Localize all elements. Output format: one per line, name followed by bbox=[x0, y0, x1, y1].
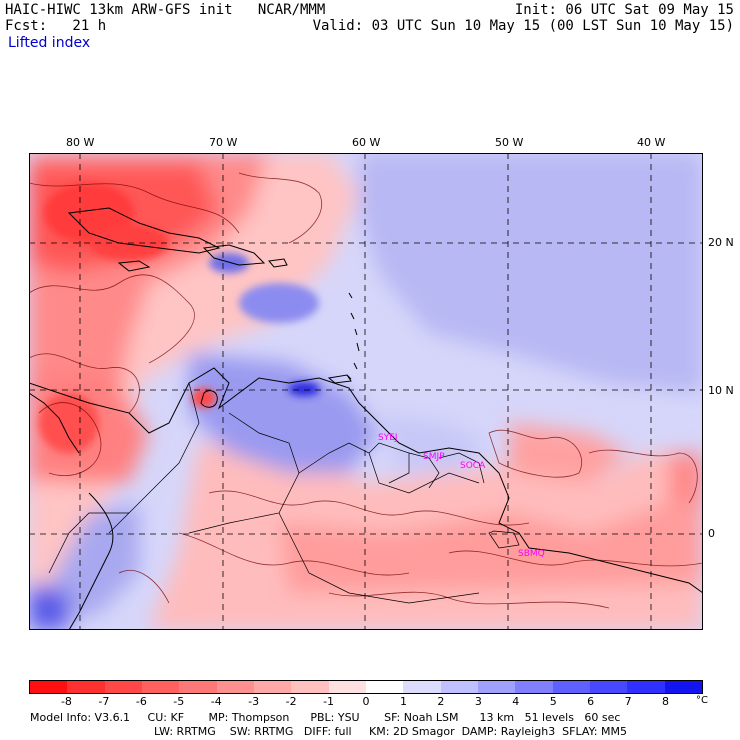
colorbar-label: 3 bbox=[474, 695, 482, 708]
colorbar-label: -2 bbox=[285, 695, 297, 708]
colorbar-segment bbox=[664, 681, 702, 693]
contour-lines bbox=[29, 172, 703, 609]
lon-label-50w: 50 W bbox=[495, 136, 524, 149]
colorbar-segment bbox=[403, 681, 441, 693]
colorbar-segment bbox=[216, 681, 254, 693]
lon-label-40w: 40 W bbox=[637, 136, 666, 149]
colorbar-segment bbox=[104, 681, 142, 693]
lat-label-10n: 10 N bbox=[708, 384, 734, 397]
lon-label-60w: 60 W bbox=[352, 136, 381, 149]
colorbar-label: 2 bbox=[437, 695, 445, 708]
colorbar-label: 5 bbox=[549, 695, 557, 708]
coastlines bbox=[29, 207, 703, 630]
colorbar-segment bbox=[477, 681, 516, 693]
station-smjp: SMJP bbox=[423, 452, 445, 462]
colorbar-segment bbox=[365, 681, 404, 693]
shading-layer bbox=[29, 153, 703, 630]
colorbar-segment bbox=[253, 681, 292, 693]
field-name: Lifted index bbox=[8, 35, 91, 51]
grid-lines bbox=[29, 153, 703, 630]
colorbar-segment bbox=[627, 681, 665, 693]
colorbar-label: 6 bbox=[587, 695, 595, 708]
colorbar-label: -6 bbox=[135, 695, 147, 708]
plot-title: HAIC-HIWC 13km ARW-GFS init NCAR/MMM bbox=[5, 2, 326, 18]
colorbar-segment bbox=[440, 681, 478, 693]
colorbar-unit: °C bbox=[696, 695, 708, 706]
colorbar-label: -4 bbox=[210, 695, 222, 708]
station-syej: SYEJ bbox=[378, 433, 398, 443]
valid-time: Valid: 03 UTC Sun 10 May 15 (00 LST Sun … bbox=[312, 18, 734, 34]
colorbar-label: -8 bbox=[60, 695, 72, 708]
station-sbmq: SBMQ bbox=[518, 549, 545, 559]
lat-label-20n: 20 N bbox=[708, 236, 734, 249]
colorbar-label: 1 bbox=[399, 695, 407, 708]
lat-label-0: 0 bbox=[708, 527, 715, 540]
colorbar-segment bbox=[141, 681, 180, 693]
colorbar-segment bbox=[589, 681, 628, 693]
lon-label-70w: 70 W bbox=[209, 136, 238, 149]
borders bbox=[48, 382, 520, 604]
init-time: Init: 06 UTC Sat 09 May 15 bbox=[514, 2, 734, 18]
lon-label-80w: 80 W bbox=[66, 136, 95, 149]
colorbar-label: -5 bbox=[173, 695, 185, 708]
colorbar-segment bbox=[291, 681, 329, 693]
colorbar-segment bbox=[515, 681, 553, 693]
colorbar-segment bbox=[179, 681, 217, 693]
colorbar-segment bbox=[552, 681, 590, 693]
colorbar-label: 4 bbox=[512, 695, 520, 708]
model-info-line1: Model Info: V3.6.1 CU: KF MP: Thompson P… bbox=[30, 711, 621, 724]
colorbar-label: 0 bbox=[362, 695, 370, 708]
colorbar-segment bbox=[67, 681, 105, 693]
colorbar-segment bbox=[30, 681, 68, 693]
colorbar-segment bbox=[328, 681, 366, 693]
colorbar-label: -7 bbox=[98, 695, 110, 708]
colorbar-label: 7 bbox=[624, 695, 632, 708]
colorbar-label: 8 bbox=[662, 695, 670, 708]
colorbar-label: -3 bbox=[248, 695, 260, 708]
forecast-hour: Fcst: 21 h bbox=[5, 18, 107, 34]
station-soca: SOCA bbox=[460, 461, 486, 471]
colorbar bbox=[29, 680, 703, 694]
colorbar-label: -1 bbox=[323, 695, 335, 708]
lifted-index-map bbox=[29, 153, 703, 630]
model-info-line2: LW: RRTMG SW: RRTMG DIFF: full KM: 2D Sm… bbox=[154, 725, 627, 738]
